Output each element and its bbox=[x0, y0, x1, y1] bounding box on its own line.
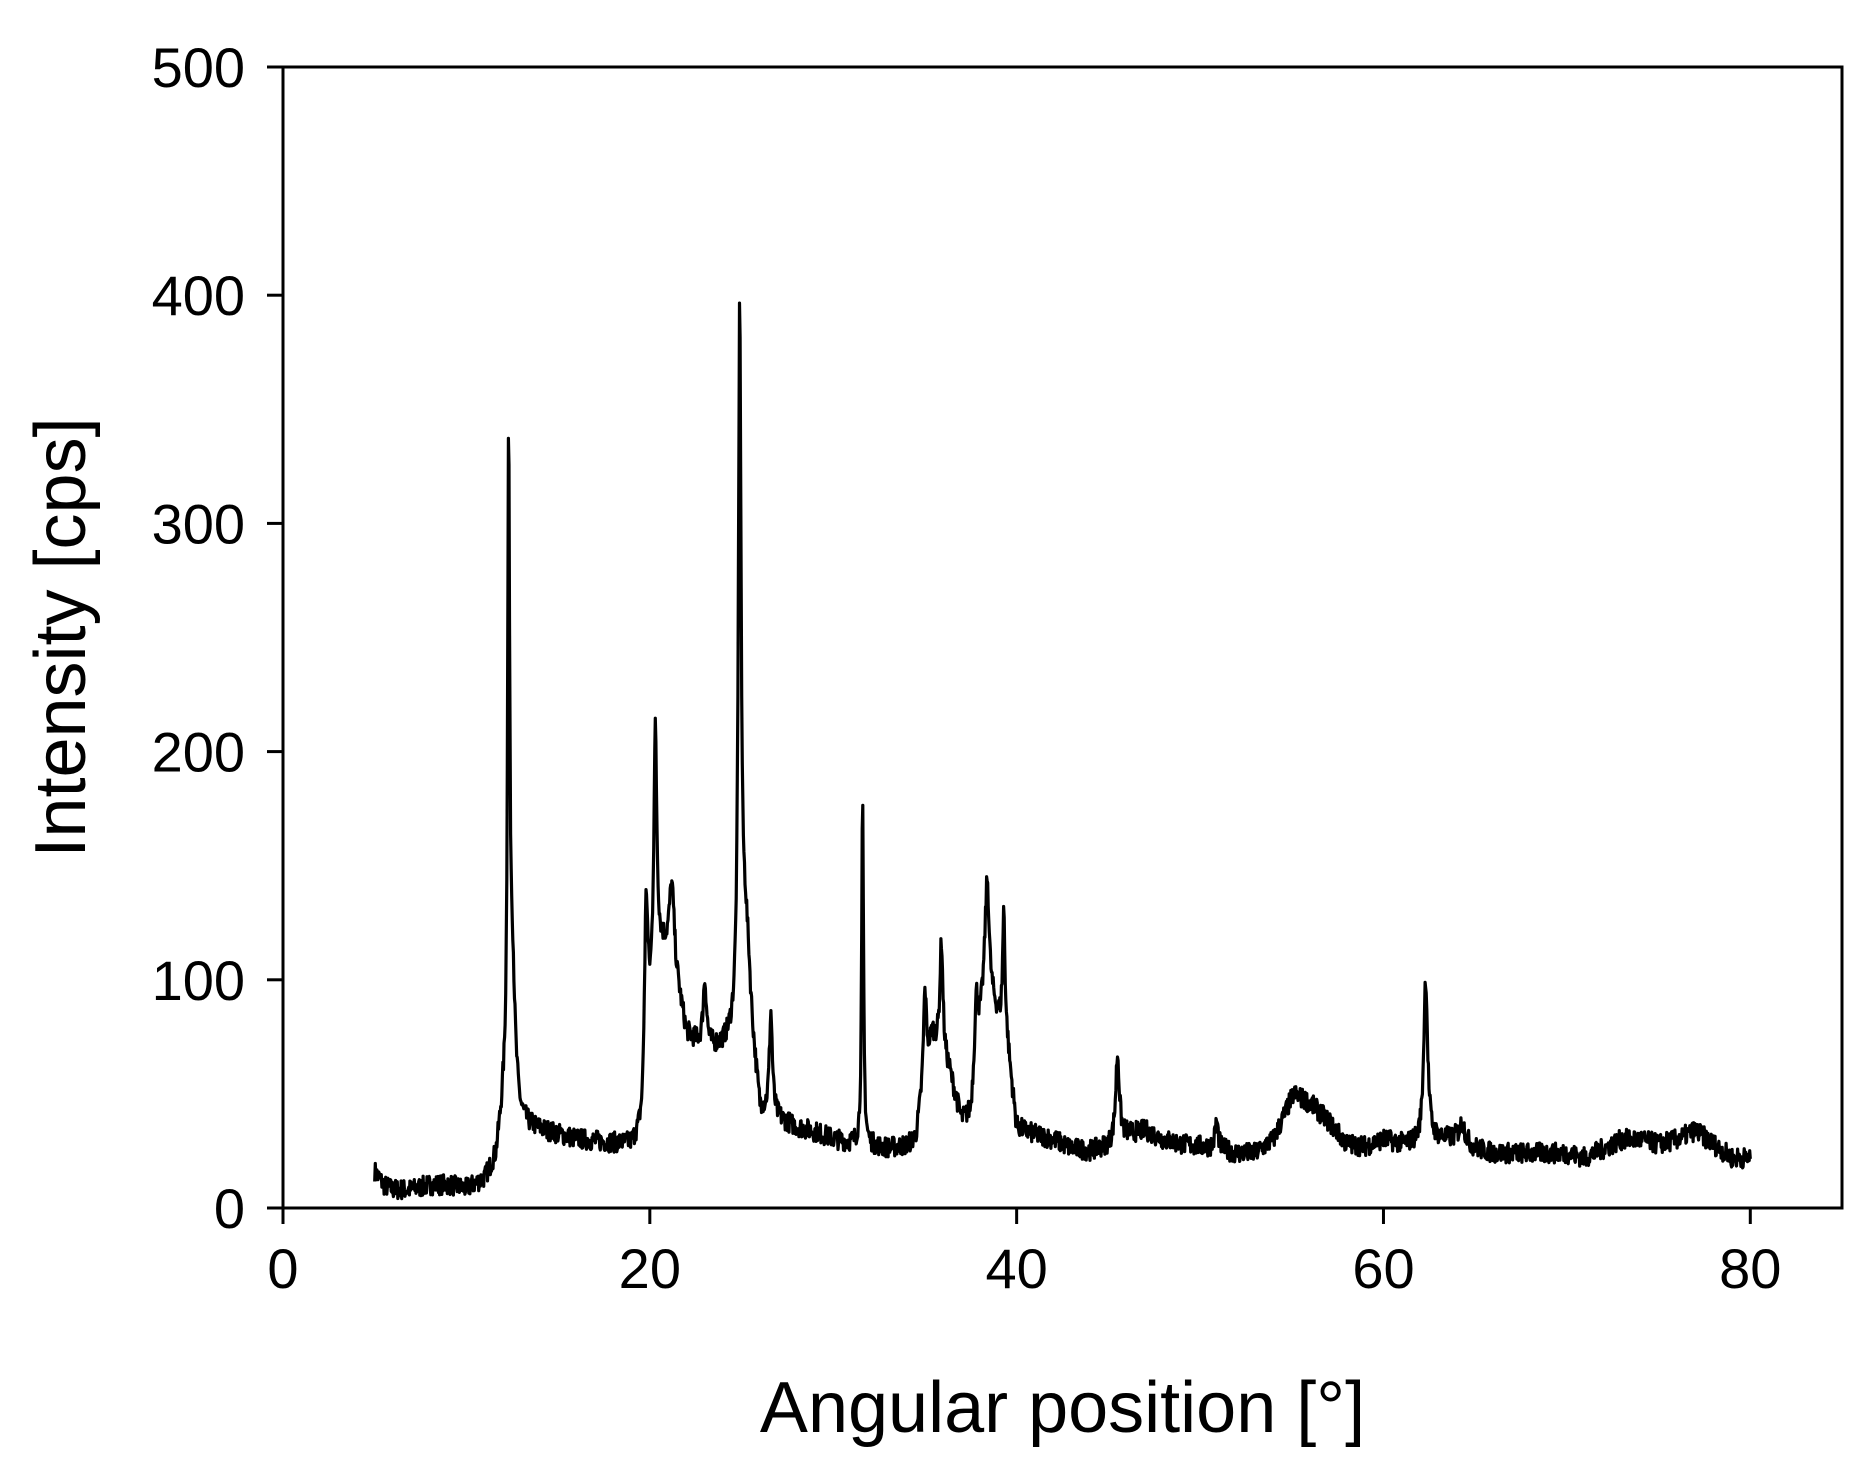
y-tick-label: 500 bbox=[152, 36, 245, 99]
y-tick-label: 200 bbox=[152, 721, 245, 784]
y-tick-label: 300 bbox=[152, 492, 245, 555]
x-tick-label: 40 bbox=[985, 1237, 1047, 1300]
y-axis-title: Intensity [cps] bbox=[21, 417, 101, 857]
x-tick-label: 80 bbox=[1719, 1237, 1781, 1300]
plot-area bbox=[281, 65, 1844, 1210]
x-axis: 0 20 40 60 80 bbox=[267, 1208, 1781, 1300]
y-tick-label: 100 bbox=[152, 949, 245, 1012]
x-tick-label: 20 bbox=[619, 1237, 681, 1300]
x-tick-label: 60 bbox=[1352, 1237, 1414, 1300]
y-axis: 0 100 200 300 400 500 bbox=[152, 36, 283, 1240]
series-line bbox=[373, 301, 1752, 1201]
plot-frame bbox=[281, 65, 1844, 1210]
x-axis-title: Angular position [°] bbox=[760, 1368, 1365, 1448]
y-tick-label: 400 bbox=[152, 264, 245, 327]
y-tick-label: 0 bbox=[214, 1177, 245, 1240]
x-tick-label: 0 bbox=[267, 1237, 298, 1300]
